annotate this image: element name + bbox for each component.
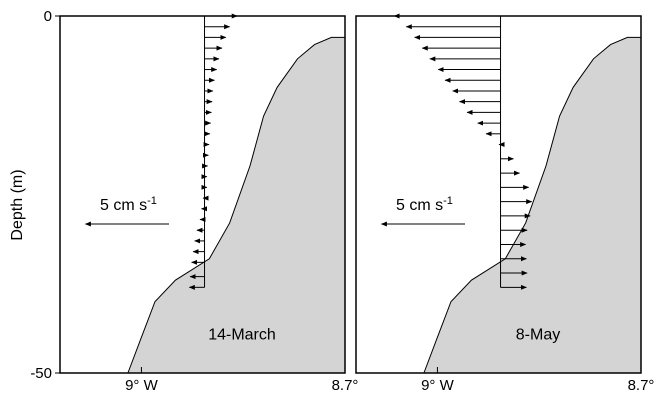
panel-1: 5 cm s-1 14-March 9° W 8.7° 0 -50: [30, 8, 358, 394]
plot-frame: [59, 15, 346, 374]
seabed-area: [127, 36, 346, 374]
y-tick-label: -50: [30, 365, 52, 382]
panel-label: 14-March: [208, 326, 276, 343]
panel-label: 8-May: [516, 326, 560, 343]
scale-label: 5 cm s-1: [100, 195, 157, 214]
y-tick-label: 0: [44, 8, 52, 25]
x-tick-label: 9° W: [421, 377, 455, 394]
x-tick-label: 8.7°: [332, 377, 359, 394]
x-tick-label: 8.7°: [628, 377, 655, 394]
chart-panels: 5 cm s-1 14-March 9° W 8.7° 0 -50 5 cm s-1 8-Ma…: [30, 8, 654, 394]
scale-label-superscript: -1: [147, 195, 157, 207]
seabed-area: [423, 36, 642, 374]
x-tick-label: 9° W: [125, 377, 159, 394]
scale-label-superscript: -1: [443, 195, 453, 207]
y-axis-label: Depth (m): [9, 169, 26, 240]
scale-label: 5 cm s-1: [396, 195, 453, 214]
panel-2: 5 cm s-1 8-May 9° W 8.7°: [355, 13, 655, 394]
